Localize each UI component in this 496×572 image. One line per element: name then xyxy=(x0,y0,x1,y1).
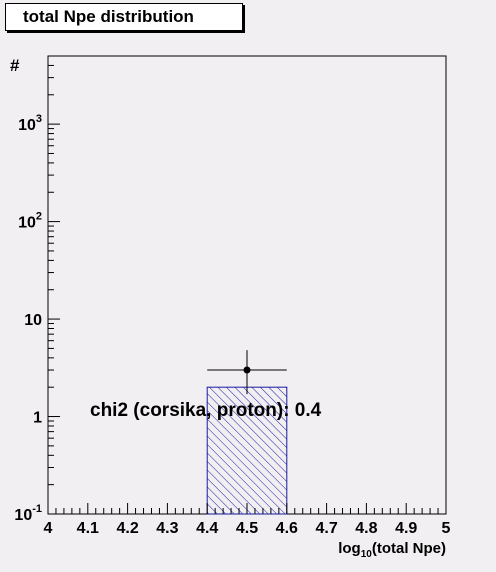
chi2-annotation: chi2 (corsika, proton): 0.4 xyxy=(90,400,322,421)
x-axis-label-sub: 10 xyxy=(361,549,373,560)
x-tick-label-7: 4.7 xyxy=(315,520,337,537)
y-axis-label: # xyxy=(10,56,20,75)
y-tick-label-2: 10 xyxy=(24,312,42,329)
x-tick-label-3: 4.3 xyxy=(156,520,178,537)
x-axis-label-main: log xyxy=(338,540,361,557)
y-tick-label-3: 102 xyxy=(18,211,42,232)
x-tick-label-9: 4.9 xyxy=(395,520,417,537)
x-tick-label-2: 4.2 xyxy=(116,520,138,537)
y-tick-base-3: 10 xyxy=(18,215,36,232)
x-tick-label-8: 4.8 xyxy=(355,520,377,537)
y-tick-base-0: 10 xyxy=(14,507,32,524)
histogram-bar-0 xyxy=(206,386,288,515)
x-axis-label: log10(total Npe) xyxy=(338,540,446,560)
y-tick-base-1: 1 xyxy=(33,410,42,427)
y-tick-base-2: 10 xyxy=(24,312,42,329)
y-tick-exp-0: -1 xyxy=(32,503,42,515)
x-tick-label-5: 4.5 xyxy=(236,520,258,537)
x-tick-label-4: 4.4 xyxy=(196,520,218,537)
y-tick-label-1: 1 xyxy=(33,410,42,427)
y-tick-label-0: 10-1 xyxy=(14,503,42,524)
y-tick-label-4: 103 xyxy=(18,113,42,134)
y-tick-base-4: 10 xyxy=(18,117,36,134)
x-tick-label-6: 4.6 xyxy=(276,520,298,537)
data-point-0 xyxy=(243,366,251,374)
x-tick-label-1: 4.1 xyxy=(77,520,99,537)
chart-title: total Npe distribution xyxy=(5,3,243,31)
x-tick-label-10: 5 xyxy=(442,520,451,537)
x-axis-label-rest: (total Npe) xyxy=(372,540,446,557)
y-tick-exp-3: 2 xyxy=(36,211,42,223)
x-tick-label-0: 4 xyxy=(44,520,53,537)
y-tick-exp-4: 3 xyxy=(36,113,42,125)
